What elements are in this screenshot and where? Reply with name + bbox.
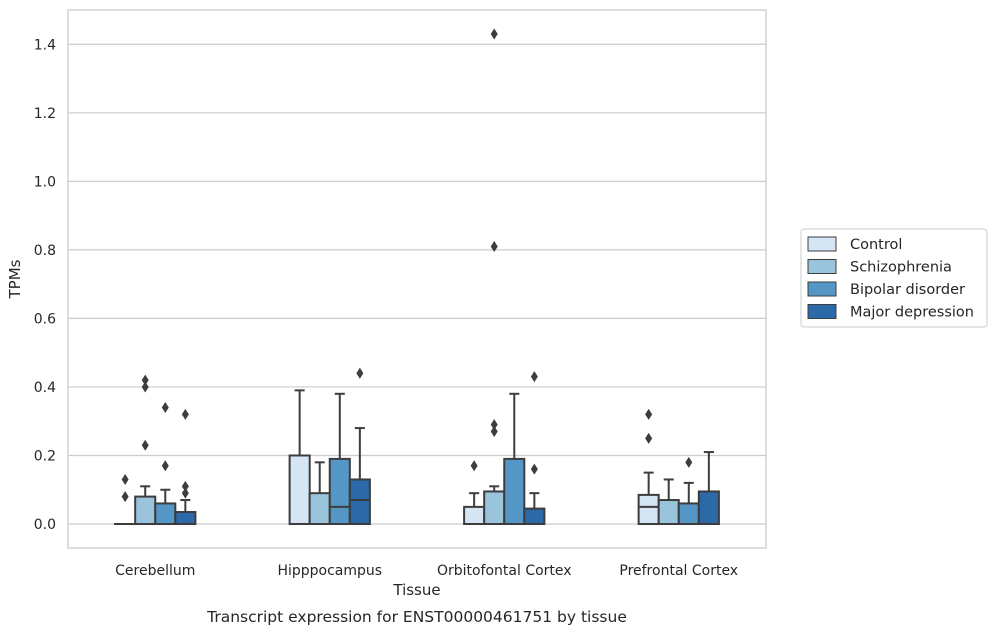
plot-frame [67,9,767,549]
box [637,408,660,526]
box-body [288,454,311,526]
y-tick-label: 0.4 [34,380,56,396]
outlier-point [121,491,129,503]
box-groups [114,28,720,526]
box [154,402,177,526]
box [523,371,546,526]
y-axis-title: TPMs [6,259,24,299]
y-tick-label: 1.2 [34,106,56,122]
box [174,408,197,526]
y-tick-label: 0.2 [34,448,56,464]
outlier-point [141,381,149,393]
category-group [637,408,720,526]
legend-swatch [807,304,837,319]
category-group [114,374,197,526]
y-tick-label: 0.8 [34,243,56,259]
x-tick-label: Orbitofontal Cortex [437,563,572,579]
box [657,478,680,526]
box [503,392,526,526]
category-group [288,367,371,526]
legend-swatch [807,236,837,252]
legend-item: Schizophrenia [807,259,952,276]
box-body [134,495,157,526]
outlier-point [470,460,478,472]
legend-swatch [807,259,837,274]
y-gridlines [68,43,766,525]
box-body [523,507,546,526]
outlier-point [490,419,498,431]
outlier-point [121,473,129,485]
box-body [328,457,351,526]
box-body [637,493,660,526]
legend: Control Schizophrenia Bipolar disorder Majo… [800,228,988,328]
outlier-point [530,463,538,475]
x-tick-label: Cerebellum [115,563,195,579]
outlier-point [181,487,189,499]
box [697,451,720,526]
outlier-point [490,28,498,40]
y-tick-label: 1.4 [34,37,56,53]
legend-label: Schizophrenia [850,260,952,276]
legend-label: Bipolar disorder [850,282,965,298]
box [483,28,506,526]
y-tick-label: 0.6 [34,311,56,327]
legend-swatch [807,281,837,297]
legend-frame [800,228,988,328]
category-group [463,28,546,526]
outlier-point [181,408,189,420]
legend-item: Control [807,236,902,253]
box [677,456,700,526]
outlier-point [490,425,498,437]
box-body [483,490,506,526]
legend-label: Control [850,237,902,253]
x-tick-label: Hipppocampus [277,563,382,579]
box-body [348,478,371,526]
box [114,473,137,526]
outlier-point [356,367,364,379]
y-tick-label: 1.0 [34,174,56,190]
box [134,374,157,526]
box-body [174,511,197,526]
legend-item: Major depression [807,304,974,321]
outlier-point [645,432,653,444]
box-body [657,499,680,526]
y-tick-labels: 0.0 0.2 0.4 0.6 0.8 1.0 1.2 1.4 [34,37,56,533]
outlier-point [685,456,693,468]
box-body [503,457,526,526]
x-axis-title: Tissue [392,581,440,599]
outlier-point [141,374,149,386]
outlier-point [490,240,498,252]
outlier-point [141,439,149,451]
box-body [154,502,177,526]
outlier-point [530,371,538,383]
outlier-point [161,402,169,414]
outlier-point [181,480,189,492]
legend-label: Major depression [850,305,974,321]
x-tick-label: Prefrontal Cortex [619,563,738,579]
figure-caption: Transcript expression for ENST0000046175… [206,608,627,626]
box-body [697,490,720,526]
box-body [677,502,700,526]
box [288,389,311,526]
y-tick-label: 0.0 [34,517,56,533]
box [348,367,371,526]
box [463,460,486,526]
x-tick-labels: Cerebellum Hipppocampus Orbitofontal Corte… [115,563,738,579]
box-body [463,505,486,526]
box [328,392,351,526]
outlier-point [645,408,653,420]
outlier-point [161,460,169,472]
box-body [308,492,331,526]
legend-item: Bipolar disorder [807,281,965,298]
box [308,461,331,526]
